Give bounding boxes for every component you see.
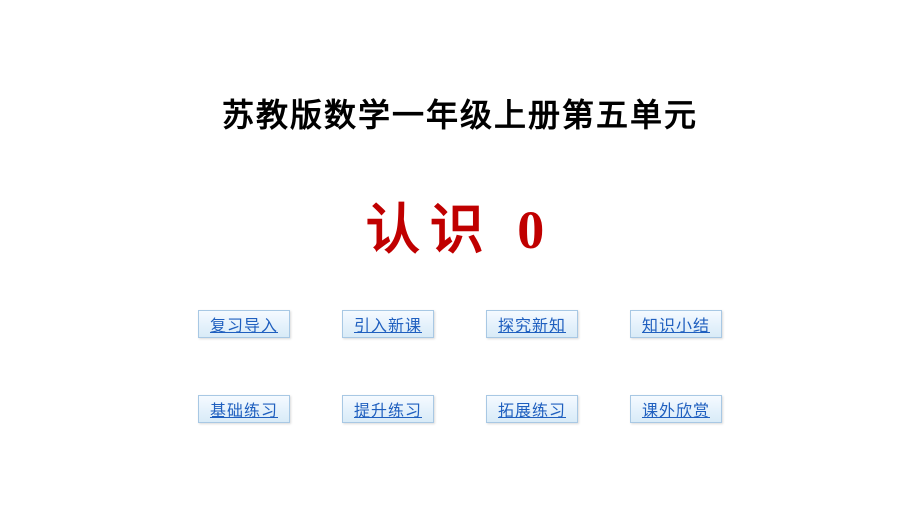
nav-label: 基础练习 [210,397,278,421]
main-title-text: 认识 0 [0,185,920,264]
nav-new-lesson-button[interactable]: 引入新课 [342,310,434,338]
nav-knowledge-summary-button[interactable]: 知识小结 [630,310,722,338]
nav-label: 课外欣赏 [642,397,710,421]
nav-label: 引入新课 [354,312,422,336]
nav-explore-knowledge-button[interactable]: 探究新知 [486,310,578,338]
nav-extended-practice-button[interactable]: 拓展练习 [486,395,578,423]
nav-label: 复习导入 [210,312,278,336]
nav-basic-practice-button[interactable]: 基础练习 [198,395,290,423]
nav-label: 拓展练习 [498,397,566,421]
nav-advanced-practice-button[interactable]: 提升练习 [342,395,434,423]
nav-row-2: 基础练习 提升练习 拓展练习 课外欣赏 [0,395,920,423]
nav-label: 探究新知 [498,312,566,336]
nav-review-intro-button[interactable]: 复习导入 [198,310,290,338]
nav-label: 提升练习 [354,397,422,421]
slide: 苏教版数学一年级上册第五单元 认识 0 复习导入 引入新课 探究新知 知识小结 … [0,0,920,517]
nav-label: 知识小结 [642,312,710,336]
nav-extra-appreciation-button[interactable]: 课外欣赏 [630,395,722,423]
subtitle-text: 苏教版数学一年级上册第五单元 [0,90,920,136]
nav-row-1: 复习导入 引入新课 探究新知 知识小结 [0,310,920,338]
